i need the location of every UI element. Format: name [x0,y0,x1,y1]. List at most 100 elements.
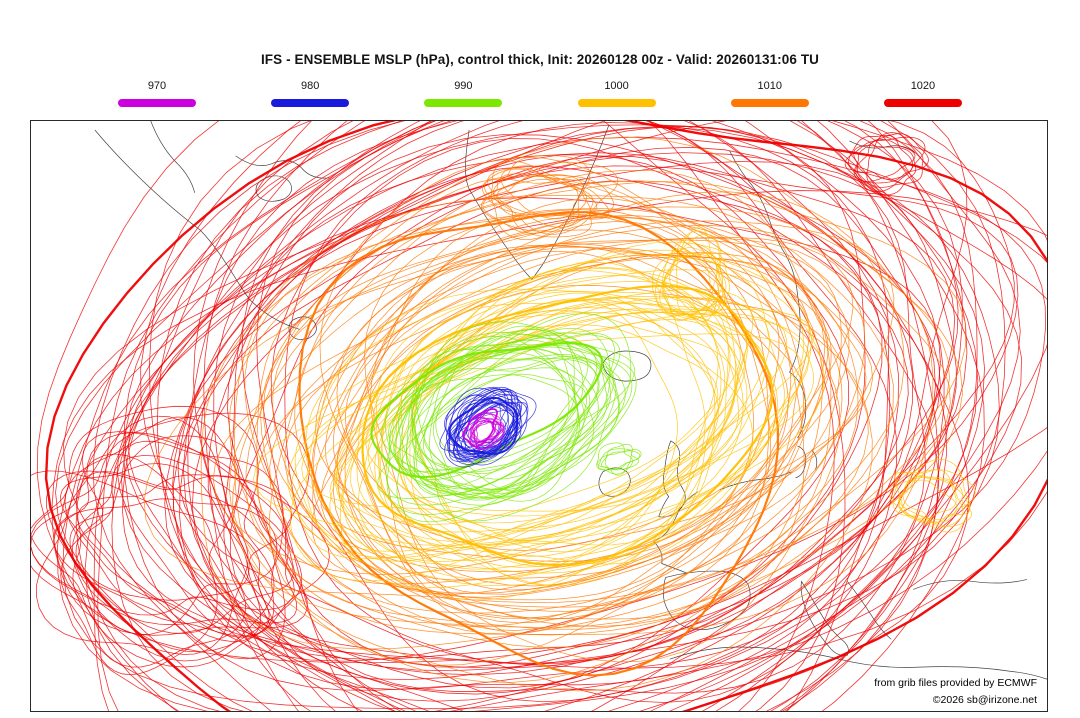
ensemble-contour [411,332,620,501]
ensemble-contour [853,145,917,196]
ensemble-contour [472,412,502,443]
ensemble-contour [256,121,948,711]
ensemble-contour [344,243,780,591]
ensemble-contour [244,206,950,627]
ensemble-contour [396,346,637,523]
ensemble-contour [458,391,528,455]
contour-cluster-orange-top [480,155,619,241]
credit-copyright: ©2026 sb@irizone.net [932,694,1037,706]
ensemble-contour [364,209,841,663]
ensemble-contour [272,216,826,601]
ensemble-contour [31,405,275,662]
ensemble-contour [597,448,640,471]
ensemble-contour [462,409,516,460]
ensemble-contour [380,332,621,474]
legend-swatch [730,99,809,107]
ensemble-contour [187,121,939,711]
chart-title: IFS - ENSEMBLE MSLP (hPa), control thick… [260,52,820,67]
ensemble-contour [64,416,286,660]
map-frame: from grib files provided by ECMWF ©2026 … [30,120,1048,712]
ensemble-contour [315,239,842,587]
ensemble-contour [659,233,723,320]
ensemble-contour [500,161,619,218]
ensemble-contour [676,226,720,322]
contour-cluster-yellow-right [889,458,976,533]
ensemble-contour [475,419,499,447]
ensemble-contour [53,498,278,637]
ensemble-contour [397,374,579,491]
coastline [729,150,801,373]
ensemble-contour [84,121,968,711]
contour-cluster-green-e [596,442,642,476]
ensemble-contour [121,124,926,711]
ensemble-contour [336,284,843,595]
ensemble-contour [487,167,588,219]
ensemble-contour [844,136,926,193]
ensemble-contour [76,474,293,601]
ensemble-contour [902,476,964,528]
ensemble-contour [866,132,924,188]
ensemble-contour [262,175,805,620]
ensemble-contour [193,121,846,711]
ensemble-contour [490,160,580,241]
ensemble-contour [191,122,890,711]
coastline [602,350,652,382]
ensemble-contour [889,471,971,524]
legend-label: 990 [454,80,473,92]
ensemble-contour [232,181,963,628]
ensemble-contour [393,354,612,490]
ensemble-contour [423,355,599,474]
ensemble-contour [448,388,522,466]
ensemble-contour [305,249,812,574]
ensemble-contour [356,291,741,526]
ensemble-contour [664,254,726,316]
coastline [465,124,610,281]
ensemble-contour [270,138,891,703]
ensemble-contour [416,359,595,496]
ensemble-contour [200,180,966,650]
legend-swatch [271,99,350,107]
ensemble-contour [228,237,865,666]
ensemble-contour [72,440,284,635]
legend-label: 980 [301,80,320,92]
legend-item: 970 [118,80,196,107]
legend-item: 1020 [883,80,962,107]
ensemble-contour [177,161,957,665]
ensemble-contour [447,401,522,459]
legend-label: 1020 [910,80,936,92]
ensemble-contour [75,431,294,634]
ensemble-contour [452,402,529,461]
ensemble-contour [256,213,869,630]
ensemble-contour [62,121,1021,710]
ensemble-contour [410,333,589,497]
ensemble-contour [454,390,516,458]
ensemble-contour [388,367,576,471]
ensemble-contour [597,450,641,471]
ensemble-contour [125,121,1000,672]
ensemble-contour [601,449,642,470]
legend-item: 980 [271,80,350,107]
ensemble-contour [381,297,736,532]
ensemble-contour [329,308,747,549]
ensemble-contour [445,394,509,449]
ensemble-contour [128,197,941,681]
ensemble-contour [395,299,678,553]
coastline [598,467,631,497]
ensemble-contour [60,463,262,643]
ensemble-contour [853,139,916,182]
legend: 970 980 990 1000 1010 1020 [118,80,962,107]
ensemble-contour [31,471,295,616]
contour-cluster-orange-main [143,136,966,692]
ensemble-contour [245,191,905,648]
ensemble-contour [662,248,711,322]
ensemble-contour [414,270,719,586]
ensemble-contour [31,470,270,668]
ensemble-contour [596,442,633,475]
ensemble-contour [311,244,859,631]
ensemble-contour [156,121,985,711]
ensemble-contour [336,288,754,562]
legend-label: 970 [147,80,167,92]
ensemble-contour [344,208,804,624]
legend-item: 990 [424,80,503,107]
ensemble-contour [269,215,832,627]
